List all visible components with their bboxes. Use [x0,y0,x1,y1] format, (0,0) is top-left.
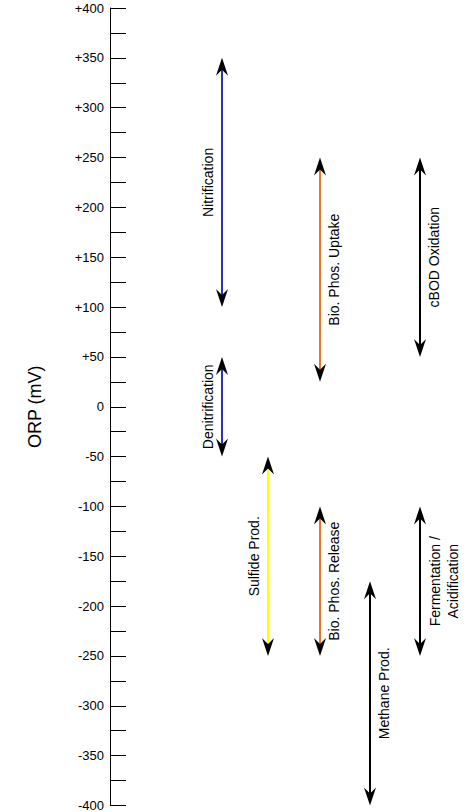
svg-text:Nitrification: Nitrification [200,148,216,217]
svg-text:-350: -350 [78,748,104,763]
svg-text:-100: -100 [78,499,104,514]
svg-text:+50: +50 [82,349,104,364]
svg-text:+350: +350 [75,50,104,65]
svg-text:-150: -150 [78,549,104,564]
svg-text:Methane Prod.: Methane Prod. [376,647,392,739]
svg-text:+250: +250 [75,150,104,165]
svg-text:Bio. Phos. Release: Bio. Phos. Release [326,521,342,640]
svg-text:Denitrification: Denitrification [200,364,216,449]
svg-text:+300: +300 [75,100,104,115]
svg-text:0: 0 [97,399,104,414]
svg-text:+200: +200 [75,200,104,215]
svg-text:Acidification: Acidification [445,544,461,619]
svg-text:Fermentation /: Fermentation / [427,536,443,626]
svg-text:+400: +400 [75,1,104,16]
svg-text:cBOD Oxidation: cBOD Oxidation [426,207,442,307]
svg-text:-300: -300 [78,698,104,713]
svg-text:Bio. Phos. Uptake: Bio. Phos. Uptake [326,213,342,325]
svg-text:-250: -250 [78,648,104,663]
svg-text:-400: -400 [78,798,104,812]
svg-text:-200: -200 [78,599,104,614]
svg-text:+100: +100 [75,300,104,315]
svg-text:ORP (mV): ORP (mV) [25,365,45,448]
svg-text:Sulfide Prod.: Sulfide Prod. [246,516,262,596]
svg-text:+150: +150 [75,250,104,265]
svg-text:-50: -50 [85,449,104,464]
